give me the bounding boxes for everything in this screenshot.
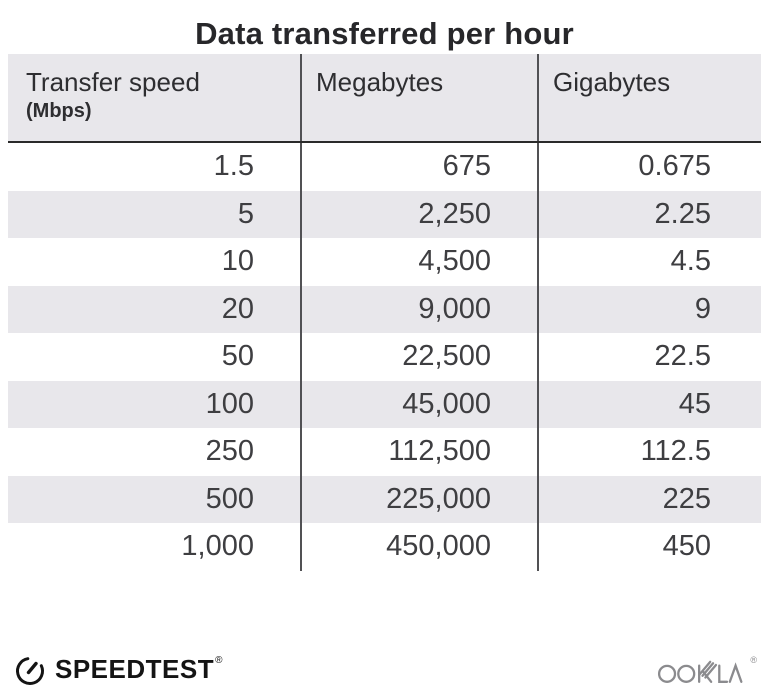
column-header-gigabytes: Gigabytes — [539, 54, 761, 141]
speedtest-logo: SPEEDTEST ® — [14, 653, 222, 687]
speed-cell: 100 — [8, 380, 302, 428]
megabytes-cell: 9,000 — [302, 285, 539, 333]
chart-title: Data transferred per hour — [195, 16, 574, 51]
data-table: Transfer speed (Mbps) Megabytes Gigabyte… — [8, 54, 761, 571]
table-row: 250 112,500 112.5 — [8, 428, 761, 476]
ookla-wordmark-icon — [658, 660, 743, 683]
speed-cell: 20 — [8, 285, 302, 333]
table-row: 100 45,000 45 — [8, 380, 761, 428]
table-row: 10 4,500 4.5 — [8, 238, 761, 286]
speed-cell: 5 — [8, 190, 302, 238]
speed-cell: 250 — [8, 428, 302, 476]
registered-trademark-icon: ® — [750, 655, 757, 665]
megabytes-cell: 675 — [302, 143, 539, 191]
table-row: 5 2,250 2.25 — [8, 190, 761, 238]
gigabytes-cell: 22.5 — [654, 340, 711, 373]
table-body: 1.5 675 0.675 5 2,250 2.25 10 4,500 4.5 20 9,000 9 5… — [8, 143, 761, 571]
speed-cell: 500 — [8, 475, 302, 523]
column-header-transfer-speed: Transfer speed (Mbps) — [8, 54, 302, 141]
ookla-logo: ® — [657, 655, 757, 685]
column-header-label: Megabytes — [316, 67, 444, 97]
column-header-label: Gigabytes — [553, 67, 671, 97]
speed-cell: 1.5 — [8, 143, 302, 191]
table-row: 1.5 675 0.675 — [8, 143, 761, 191]
megabytes-cell: 45,000 — [302, 380, 539, 428]
gigabytes-cell: 9 — [694, 292, 711, 325]
table-row: 500 225,000 225 — [8, 475, 761, 523]
speed-cell: 1,000 — [8, 523, 302, 571]
table-row: 20 9,000 9 — [8, 285, 761, 333]
gigabytes-cell: 2.25 — [654, 197, 711, 230]
megabytes-cell: 2,250 — [302, 190, 539, 238]
table-row: 1,000 450,000 450 — [8, 523, 761, 571]
speed-cell: 50 — [8, 333, 302, 381]
gigabytes-cell: 45 — [678, 387, 711, 420]
table-row: 50 22,500 22.5 — [8, 333, 761, 381]
megabytes-cell: 112,500 — [302, 428, 539, 476]
gigabytes-cell: 450 — [662, 530, 711, 563]
table-header-row: Transfer speed (Mbps) Megabytes Gigabyte… — [8, 54, 761, 143]
column-header-label: Transfer speed — [26, 67, 200, 97]
column-header-unit: (Mbps) — [26, 100, 92, 122]
footer: SPEEDTEST ® ® — [0, 650, 769, 690]
megabytes-cell: 225,000 — [302, 475, 539, 523]
registered-trademark-icon: ® — [215, 655, 223, 666]
megabytes-cell: 4,500 — [302, 238, 539, 286]
gigabytes-cell: 112.5 — [640, 435, 711, 468]
speedtest-wordmark: SPEEDTEST — [55, 654, 215, 684]
gigabytes-cell: 225 — [662, 482, 711, 515]
speed-cell: 10 — [8, 238, 302, 286]
megabytes-cell: 22,500 — [302, 333, 539, 381]
speedometer-gauge-icon — [16, 657, 44, 685]
column-header-megabytes: Megabytes — [302, 54, 539, 141]
gigabytes-cell: 4.5 — [670, 245, 711, 278]
megabytes-cell: 450,000 — [302, 523, 539, 571]
gigabytes-cell: 0.675 — [638, 150, 711, 183]
